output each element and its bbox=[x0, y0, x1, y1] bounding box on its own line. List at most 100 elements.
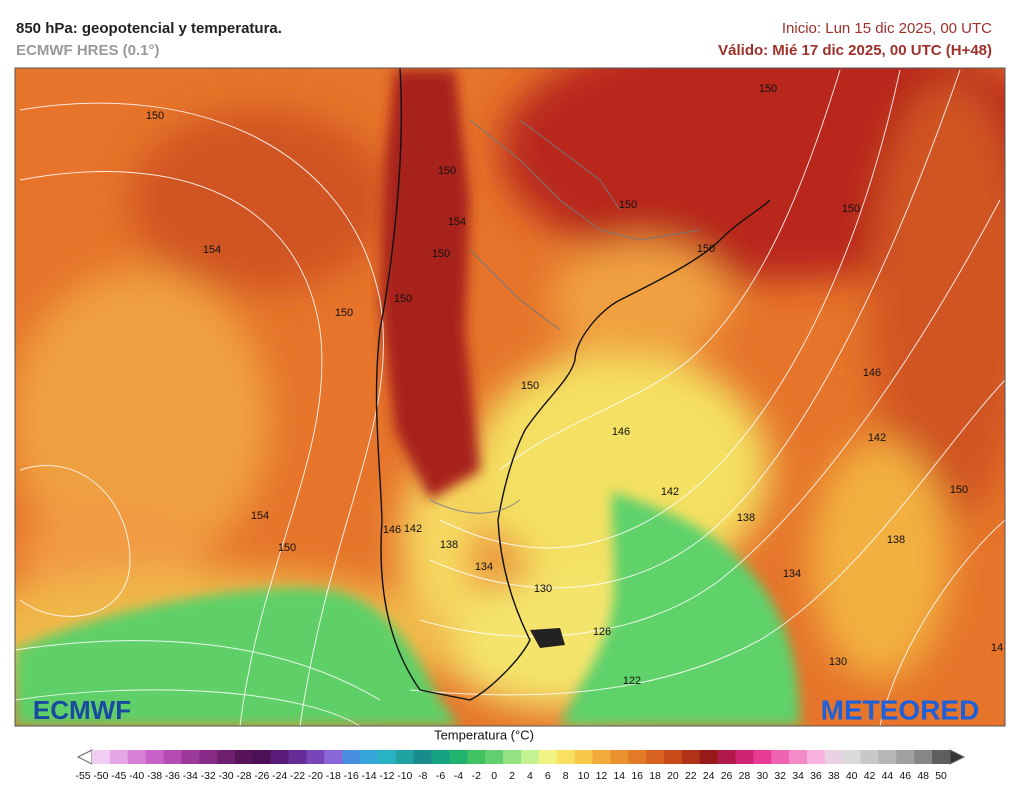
legend-swatch bbox=[628, 750, 647, 764]
legend-swatch bbox=[413, 750, 432, 764]
legend-swatch bbox=[824, 750, 844, 764]
legend-tick-label: 50 bbox=[935, 770, 947, 782]
contour-label: 142 bbox=[404, 523, 422, 535]
contour-label: 138 bbox=[440, 539, 458, 551]
contour-label: 130 bbox=[534, 583, 552, 595]
legend-tick-label: -2 bbox=[472, 770, 481, 782]
legend-swatch bbox=[431, 750, 450, 764]
contour-label: 150 bbox=[278, 542, 296, 554]
legend-tick-label: -4 bbox=[454, 770, 463, 782]
legend-tick-label: -8 bbox=[418, 770, 427, 782]
contour-label: 150 bbox=[335, 307, 353, 319]
legend-swatch bbox=[92, 750, 111, 764]
logo-right: METEORED bbox=[821, 694, 980, 725]
legend-swatch bbox=[360, 750, 379, 764]
contour-label: 146 bbox=[383, 524, 401, 536]
legend-tick-label: -34 bbox=[183, 770, 198, 782]
legend-swatch bbox=[753, 750, 772, 764]
logo-left: ECMWF bbox=[33, 695, 131, 725]
legend-tick-label: 6 bbox=[545, 770, 551, 782]
legend-swatch bbox=[181, 750, 200, 764]
contour-label: 142 bbox=[868, 432, 886, 444]
contour-label: 150 bbox=[146, 110, 164, 122]
contour-label: 122 bbox=[623, 675, 641, 687]
legend-swatch bbox=[842, 750, 861, 764]
legend-tick-label: 12 bbox=[596, 770, 608, 782]
legend-tick-label: 8 bbox=[563, 770, 569, 782]
legend-tick-label: 20 bbox=[667, 770, 679, 782]
legend-tick-label: 44 bbox=[882, 770, 894, 782]
contour-label: 146 bbox=[863, 367, 881, 379]
map-frame bbox=[14, 67, 1006, 727]
legend-tick-label: 30 bbox=[756, 770, 768, 782]
legend-tick-label: -26 bbox=[254, 770, 269, 782]
legend-tick-label: 32 bbox=[774, 770, 786, 782]
init-time: Inicio: Lun 15 dic 2025, 00 UTC bbox=[782, 20, 992, 37]
legend-swatch bbox=[306, 750, 325, 764]
contour-label: 134 bbox=[783, 568, 801, 580]
legend-swatch bbox=[699, 750, 718, 764]
legend-tick-label: 26 bbox=[721, 770, 733, 782]
legend-swatch bbox=[860, 750, 879, 764]
contour-label: 14 bbox=[991, 642, 1003, 654]
contour-label: 138 bbox=[887, 534, 905, 546]
legend-swatch bbox=[342, 750, 361, 764]
contour-label: 154 bbox=[203, 244, 221, 256]
contour-label: 150 bbox=[394, 293, 412, 305]
legend-swatch bbox=[288, 750, 307, 764]
legend-swatch bbox=[914, 750, 933, 764]
contour-label: 150 bbox=[759, 83, 777, 95]
contour-label: 150 bbox=[438, 165, 456, 177]
legend-tick-label: 28 bbox=[739, 770, 751, 782]
legend-tick-label: 36 bbox=[810, 770, 822, 782]
legend-tick-label: -14 bbox=[361, 770, 376, 782]
legend-swatch bbox=[610, 750, 629, 764]
legend-swatch bbox=[395, 750, 415, 764]
map-title: 850 hPa: geopotencial y temperatura. bbox=[16, 20, 282, 37]
legend-tick-label: 22 bbox=[685, 770, 697, 782]
legend-tick-label: -18 bbox=[326, 770, 341, 782]
legend-tick-label: 24 bbox=[703, 770, 715, 782]
legend-swatch bbox=[235, 750, 254, 764]
legend-tick-label: -16 bbox=[344, 770, 359, 782]
legend-tick-label: 40 bbox=[846, 770, 858, 782]
legend-swatch bbox=[556, 750, 575, 764]
legend-tick-label: -36 bbox=[165, 770, 180, 782]
legend-tick-label: -20 bbox=[308, 770, 323, 782]
legend-swatch bbox=[574, 750, 593, 764]
legend-swatch bbox=[378, 750, 397, 764]
legend-swatch bbox=[449, 750, 468, 764]
legend-swatch bbox=[789, 750, 808, 764]
legend-tick-label: 46 bbox=[899, 770, 911, 782]
legend-tick-label: -10 bbox=[397, 770, 412, 782]
legend-swatch bbox=[521, 750, 540, 764]
legend: -55 -50 -45 -40 -38 -36 -34 -32 -30 -28 -26 -24 -22-… bbox=[75, 749, 966, 782]
legend-tick-label: 18 bbox=[649, 770, 661, 782]
legend-tick-label: -28 bbox=[236, 770, 251, 782]
legend-tick-label: 4 bbox=[527, 770, 533, 782]
legend-tick-label: 42 bbox=[864, 770, 876, 782]
legend-swatch bbox=[127, 750, 146, 764]
legend-swatch bbox=[771, 750, 790, 764]
legend-swatch bbox=[717, 750, 736, 764]
legend-tick-label: -12 bbox=[379, 770, 394, 782]
legend-tick-label: -38 bbox=[147, 770, 162, 782]
legend-swatch bbox=[467, 750, 486, 764]
legend-swatch bbox=[217, 750, 236, 764]
legend-title: Temperatura (°C) bbox=[434, 727, 534, 742]
legend-tick-label: 10 bbox=[578, 770, 590, 782]
legend-tick-label: -45 bbox=[111, 770, 126, 782]
legend-high-arrow bbox=[949, 749, 966, 765]
legend-low-arrow bbox=[76, 749, 93, 765]
contour-label: 150 bbox=[521, 380, 539, 392]
contour-label: 154 bbox=[251, 510, 269, 522]
legend-swatch bbox=[538, 750, 558, 764]
contour-label: 150 bbox=[950, 484, 968, 496]
contour-label: 150 bbox=[697, 243, 715, 255]
legend-tick-label: -40 bbox=[129, 770, 144, 782]
legend-swatch bbox=[252, 750, 272, 764]
legend-swatch bbox=[324, 750, 343, 764]
contour-label: 150 bbox=[842, 203, 860, 215]
model-name: ECMWF HRES (0.1°) bbox=[16, 42, 160, 59]
